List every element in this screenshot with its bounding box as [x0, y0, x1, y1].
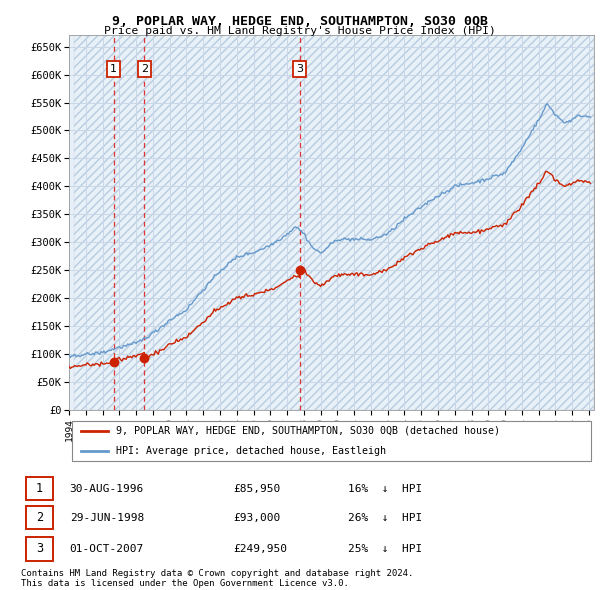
FancyBboxPatch shape	[71, 421, 592, 461]
Text: £249,950: £249,950	[233, 544, 287, 554]
Text: 9, POPLAR WAY, HEDGE END, SOUTHAMPTON, SO30 0QB (detached house): 9, POPLAR WAY, HEDGE END, SOUTHAMPTON, S…	[116, 426, 500, 436]
Text: 3: 3	[296, 64, 303, 74]
Text: 3: 3	[36, 542, 43, 555]
Text: 1: 1	[36, 482, 43, 495]
Text: 16%  ↓  HPI: 16% ↓ HPI	[347, 484, 422, 493]
Text: HPI: Average price, detached house, Eastleigh: HPI: Average price, detached house, East…	[116, 446, 386, 456]
Text: 2: 2	[36, 511, 43, 525]
Text: 30-AUG-1996: 30-AUG-1996	[70, 484, 144, 493]
Text: Price paid vs. HM Land Registry's House Price Index (HPI): Price paid vs. HM Land Registry's House …	[104, 26, 496, 36]
Text: 25%  ↓  HPI: 25% ↓ HPI	[347, 544, 422, 554]
Text: 29-JUN-1998: 29-JUN-1998	[70, 513, 144, 523]
Text: This data is licensed under the Open Government Licence v3.0.: This data is licensed under the Open Gov…	[21, 579, 349, 588]
Text: £93,000: £93,000	[233, 513, 280, 523]
FancyBboxPatch shape	[26, 506, 53, 529]
Text: £85,950: £85,950	[233, 484, 280, 493]
Text: 9, POPLAR WAY, HEDGE END, SOUTHAMPTON, SO30 0QB: 9, POPLAR WAY, HEDGE END, SOUTHAMPTON, S…	[112, 15, 488, 28]
FancyBboxPatch shape	[26, 477, 53, 500]
Text: 1: 1	[110, 64, 117, 74]
FancyBboxPatch shape	[26, 537, 53, 560]
Text: 26%  ↓  HPI: 26% ↓ HPI	[347, 513, 422, 523]
Text: 01-OCT-2007: 01-OCT-2007	[70, 544, 144, 554]
Text: 2: 2	[141, 64, 148, 74]
Text: Contains HM Land Registry data © Crown copyright and database right 2024.: Contains HM Land Registry data © Crown c…	[21, 569, 413, 578]
